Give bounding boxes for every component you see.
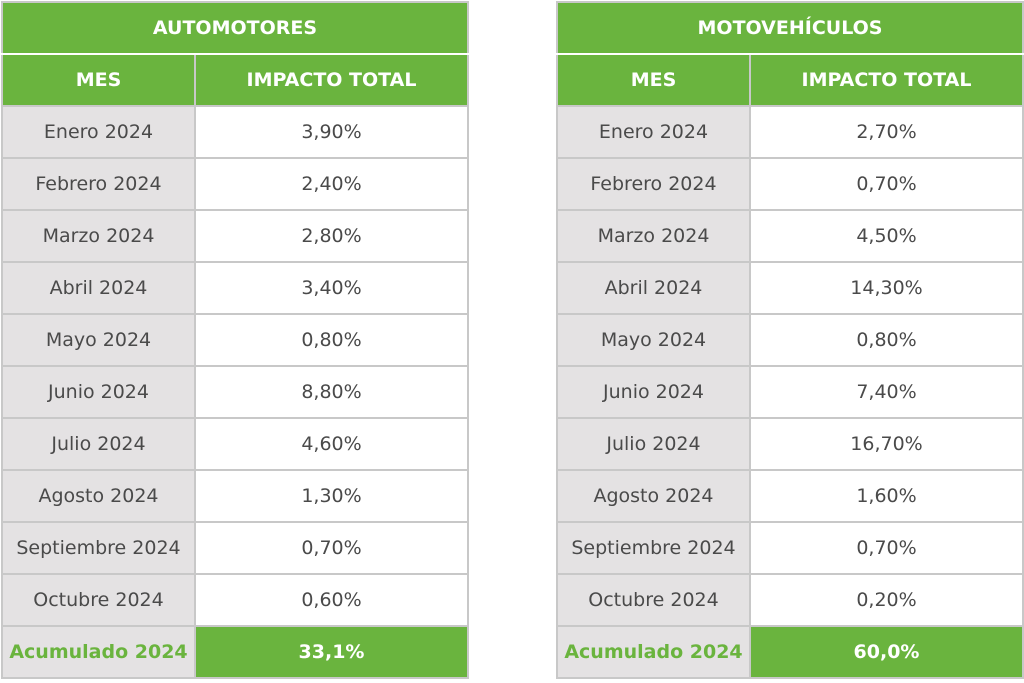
table-row: Julio 2024 16,70% — [556, 417, 1024, 471]
table-row: Enero 2024 2,70% — [556, 105, 1024, 159]
total-label: Acumulado 2024 — [1, 625, 196, 679]
table-row: Julio 2024 4,60% — [1, 417, 469, 471]
table-title: AUTOMOTORES — [1, 1, 469, 55]
table-row: Septiembre 2024 0,70% — [1, 521, 469, 575]
impact-cell: 0,70% — [749, 521, 1024, 575]
table-title: MOTOVEHÍCULOS — [556, 1, 1024, 55]
total-row: Acumulado 2024 33,1% — [1, 625, 469, 679]
impact-cell: 0,70% — [749, 157, 1024, 211]
month-cell: Octubre 2024 — [1, 573, 196, 627]
table-row: Septiembre 2024 0,70% — [556, 521, 1024, 575]
month-cell: Agosto 2024 — [1, 469, 196, 523]
impact-cell: 2,70% — [749, 105, 1024, 159]
table-row: Marzo 2024 4,50% — [556, 209, 1024, 263]
table-row: Agosto 2024 1,30% — [1, 469, 469, 523]
impact-cell: 2,80% — [194, 209, 469, 263]
table-row: Junio 2024 8,80% — [1, 365, 469, 419]
month-cell: Septiembre 2024 — [556, 521, 751, 575]
month-cell: Julio 2024 — [1, 417, 196, 471]
impact-cell: 14,30% — [749, 261, 1024, 315]
impact-cell: 0,80% — [749, 313, 1024, 367]
month-cell: Abril 2024 — [1, 261, 196, 315]
table-row: Agosto 2024 1,60% — [556, 469, 1024, 523]
month-cell: Marzo 2024 — [556, 209, 751, 263]
column-header-mes: MES — [1, 53, 196, 107]
table-row: Mayo 2024 0,80% — [1, 313, 469, 367]
month-cell: Marzo 2024 — [1, 209, 196, 263]
impact-cell: 0,70% — [194, 521, 469, 575]
motovehiculos-table: MOTOVEHÍCULOS MES IMPACTO TOTAL Enero 20… — [556, 1, 1024, 679]
table-title-row: MOTOVEHÍCULOS — [556, 1, 1024, 55]
month-cell: Mayo 2024 — [1, 313, 196, 367]
table-row: Octubre 2024 0,60% — [1, 573, 469, 627]
impact-cell: 2,40% — [194, 157, 469, 211]
month-cell: Junio 2024 — [1, 365, 196, 419]
automotores-table: AUTOMOTORES MES IMPACTO TOTAL Enero 2024… — [1, 1, 469, 679]
table-row: Enero 2024 3,90% — [1, 105, 469, 159]
month-cell: Julio 2024 — [556, 417, 751, 471]
impact-cell: 0,60% — [194, 573, 469, 627]
impact-cell: 4,60% — [194, 417, 469, 471]
impact-cell: 16,70% — [749, 417, 1024, 471]
table-title-row: AUTOMOTORES — [1, 1, 469, 55]
column-header-impacto: IMPACTO TOTAL — [749, 53, 1024, 107]
impact-cell: 0,20% — [749, 573, 1024, 627]
impact-cell: 8,80% — [194, 365, 469, 419]
total-label: Acumulado 2024 — [556, 625, 751, 679]
impact-cell: 4,50% — [749, 209, 1024, 263]
total-value: 60,0% — [749, 625, 1024, 679]
table-row: Junio 2024 7,40% — [556, 365, 1024, 419]
column-header-row: MES IMPACTO TOTAL — [556, 53, 1024, 107]
impact-cell: 1,60% — [749, 469, 1024, 523]
table-row: Octubre 2024 0,20% — [556, 573, 1024, 627]
impact-cell: 3,40% — [194, 261, 469, 315]
month-cell: Junio 2024 — [556, 365, 751, 419]
table-row: Febrero 2024 2,40% — [1, 157, 469, 211]
month-cell: Enero 2024 — [556, 105, 751, 159]
table-row: Abril 2024 3,40% — [1, 261, 469, 315]
column-header-mes: MES — [556, 53, 751, 107]
impact-cell: 1,30% — [194, 469, 469, 523]
month-cell: Mayo 2024 — [556, 313, 751, 367]
month-cell: Septiembre 2024 — [1, 521, 196, 575]
column-header-row: MES IMPACTO TOTAL — [1, 53, 469, 107]
impact-cell: 0,80% — [194, 313, 469, 367]
month-cell: Enero 2024 — [1, 105, 196, 159]
month-cell: Abril 2024 — [556, 261, 751, 315]
month-cell: Febrero 2024 — [556, 157, 751, 211]
table-row: Mayo 2024 0,80% — [556, 313, 1024, 367]
column-header-impacto: IMPACTO TOTAL — [194, 53, 469, 107]
table-row: Abril 2024 14,30% — [556, 261, 1024, 315]
total-row: Acumulado 2024 60,0% — [556, 625, 1024, 679]
table-row: Marzo 2024 2,80% — [1, 209, 469, 263]
table-row: Febrero 2024 0,70% — [556, 157, 1024, 211]
impact-cell: 7,40% — [749, 365, 1024, 419]
month-cell: Octubre 2024 — [556, 573, 751, 627]
impact-cell: 3,90% — [194, 105, 469, 159]
total-value: 33,1% — [194, 625, 469, 679]
month-cell: Febrero 2024 — [1, 157, 196, 211]
month-cell: Agosto 2024 — [556, 469, 751, 523]
